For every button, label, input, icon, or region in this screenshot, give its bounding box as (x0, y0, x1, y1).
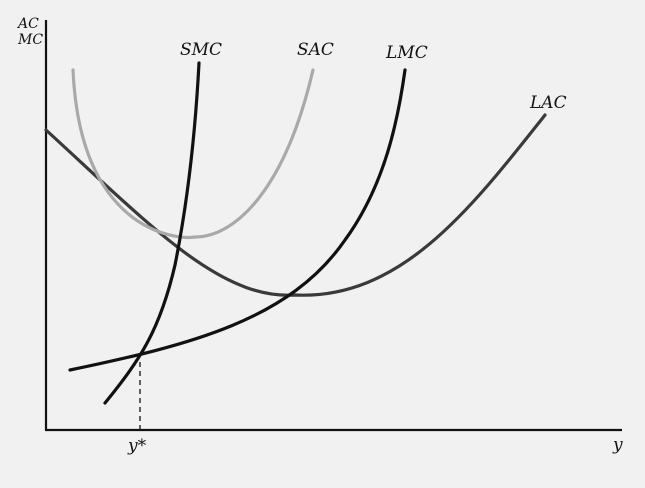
lmc-curve (68, 68, 407, 372)
lac-curve (44, 113, 547, 297)
y-axis-label-mc: MC (17, 32, 43, 48)
sac-curve (71, 68, 315, 239)
y-axis-label-ac: AC (16, 16, 39, 32)
smc-label: SMC (180, 40, 222, 60)
lac-label: LAC (529, 93, 567, 113)
smc-curve (103, 61, 201, 405)
sac-label: SAC (297, 40, 334, 60)
x-axis-label: y (612, 435, 623, 455)
lmc-label: LMC (385, 43, 428, 63)
x-tick-label-y-star: y* (127, 436, 147, 456)
